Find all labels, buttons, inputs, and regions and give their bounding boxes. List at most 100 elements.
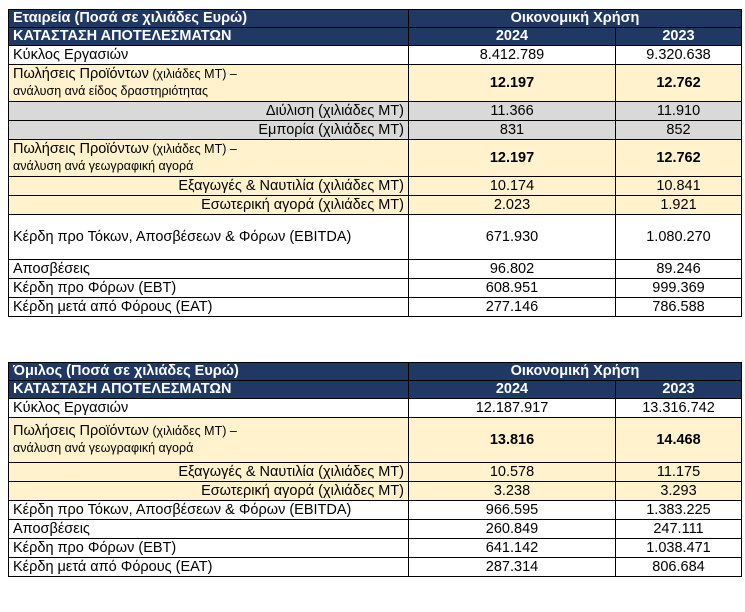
value-2024: 12.197 bbox=[408, 139, 616, 177]
group-row-depreciation: Αποσβέσεις 260.849 247.111 bbox=[8, 519, 742, 539]
row-label-unit: (χιλιάδες ΜΤ) – bbox=[148, 424, 237, 438]
row-label: Αποσβέσεις bbox=[8, 259, 409, 279]
value-2023: 1.383.225 bbox=[615, 500, 742, 520]
row-label: Εξαγωγές & Ναυτιλία (χιλιάδες ΜΤ) bbox=[8, 462, 409, 482]
value-2023: 806.684 bbox=[615, 557, 742, 577]
row-label-unit: (χιλιάδες ΜΤ) – bbox=[148, 142, 237, 156]
value-2023: 1.038.471 bbox=[615, 538, 742, 558]
row-label: Κέρδη μετά από Φόρους (EAT) bbox=[8, 297, 409, 317]
value-2023: 89.246 bbox=[615, 259, 742, 279]
row-label: Κέρδη προ Τόκων, Αποσβέσεων & Φόρων (EBI… bbox=[8, 500, 409, 520]
company-table-title: Εταιρεία (Ποσά σε χιλιάδες Ευρώ) bbox=[8, 9, 409, 28]
value-2024: 8.412.789 bbox=[408, 45, 616, 65]
value-2024: 12.197 bbox=[408, 64, 616, 102]
row-label-unit: (χιλιάδες ΜΤ) – bbox=[148, 67, 237, 81]
group-row-sales-by-geography: Πωλήσεις Προϊόντων (χιλιάδες ΜΤ) – ανάλυ… bbox=[8, 417, 742, 463]
value-2023: 999.369 bbox=[615, 278, 742, 298]
company-row-refining: Διύλιση (χιλιάδες ΜΤ) 11.366 11.910 bbox=[8, 101, 742, 121]
row-label: Διύλιση (χιλιάδες ΜΤ) bbox=[8, 101, 409, 121]
group-row-domestic: Εσωτερική αγορά (χιλιάδες ΜΤ) 3.238 3.29… bbox=[8, 481, 742, 501]
row-label: Εμπορία (χιλιάδες ΜΤ) bbox=[8, 120, 409, 140]
value-2023: 9.320.638 bbox=[615, 45, 742, 65]
value-2023: 3.293 bbox=[615, 481, 742, 501]
row-label-main: Πωλήσεις Προϊόντων bbox=[13, 423, 149, 439]
value-2024: 10.174 bbox=[408, 176, 616, 196]
value-2023: 11.175 bbox=[615, 462, 742, 482]
company-year-2023-heading: 2023 bbox=[615, 27, 742, 46]
value-2023: 13.316.742 bbox=[615, 398, 742, 418]
row-label-sub: ανάλυση ανά γεωγραφική αγορά bbox=[13, 441, 194, 455]
value-2024: 966.595 bbox=[408, 500, 616, 520]
value-2024: 277.146 bbox=[408, 297, 616, 317]
group-row-turnover: Κύκλος Εργασιών 12.187.917 13.316.742 bbox=[8, 398, 742, 418]
company-income-table: Εταιρεία (Ποσά σε χιλιάδες Ευρώ) Οικονομ… bbox=[8, 9, 742, 317]
company-header-row-2: ΚΑΤΑΣΤΑΣΗ ΑΠΟΤΕΛΕΣΜΑΤΩΝ 2024 2023 bbox=[8, 27, 742, 46]
value-2023: 12.762 bbox=[615, 139, 742, 177]
company-row-ebitda: Κέρδη προ Τόκων, Αποσβέσεων & Φόρων (EBI… bbox=[8, 214, 742, 260]
value-2023: 11.910 bbox=[615, 101, 742, 121]
value-2024: 641.142 bbox=[408, 538, 616, 558]
row-label-main: Πωλήσεις Προϊόντων bbox=[13, 141, 149, 157]
value-2024: 2.023 bbox=[408, 195, 616, 215]
value-2023: 12.762 bbox=[615, 64, 742, 102]
company-row-depreciation: Αποσβέσεις 96.802 89.246 bbox=[8, 259, 742, 279]
row-label: Πωλήσεις Προϊόντων (χιλιάδες ΜΤ) – ανάλυ… bbox=[8, 64, 409, 102]
row-label: Αποσβέσεις bbox=[8, 519, 409, 539]
company-fiscal-year-heading: Οικονομική Χρήση bbox=[408, 9, 742, 28]
value-2024: 260.849 bbox=[408, 519, 616, 539]
company-row-sales-by-activity: Πωλήσεις Προϊόντων (χιλιάδες ΜΤ) – ανάλυ… bbox=[8, 64, 742, 102]
group-row-ebitda: Κέρδη προ Τόκων, Αποσβέσεων & Φόρων (EBI… bbox=[8, 500, 742, 520]
group-row-ebt: Κέρδη προ Φόρων (EBT) 641.142 1.038.471 bbox=[8, 538, 742, 558]
row-label: Εξαγωγές & Ναυτιλία (χιλιάδες ΜΤ) bbox=[8, 176, 409, 196]
company-row-eat: Κέρδη μετά από Φόρους (EAT) 277.146 786.… bbox=[8, 297, 742, 317]
company-row-sales-by-geography: Πωλήσεις Προϊόντων (χιλιάδες ΜΤ) – ανάλυ… bbox=[8, 139, 742, 177]
value-2024: 10.578 bbox=[408, 462, 616, 482]
row-label: Κύκλος Εργασιών bbox=[8, 45, 409, 65]
row-label: Πωλήσεις Προϊόντων (χιλιάδες ΜΤ) – ανάλυ… bbox=[8, 139, 409, 177]
company-row-exports: Εξαγωγές & Ναυτιλία (χιλιάδες ΜΤ) 10.174… bbox=[8, 176, 742, 196]
value-2023: 247.111 bbox=[615, 519, 742, 539]
group-header-row-2: ΚΑΤΑΣΤΑΣΗ ΑΠΟΤΕΛΕΣΜΑΤΩΝ 2024 2023 bbox=[8, 380, 742, 399]
company-row-turnover: Κύκλος Εργασιών 8.412.789 9.320.638 bbox=[8, 45, 742, 65]
value-2023: 10.841 bbox=[615, 176, 742, 196]
row-label: Κέρδη προ Φόρων (EBT) bbox=[8, 278, 409, 298]
row-label-main: Πωλήσεις Προϊόντων bbox=[13, 66, 149, 82]
company-header-row-1: Εταιρεία (Ποσά σε χιλιάδες Ευρώ) Οικονομ… bbox=[8, 9, 742, 28]
value-2024: 287.314 bbox=[408, 557, 616, 577]
value-2024: 13.816 bbox=[408, 417, 616, 463]
company-statement-heading: ΚΑΤΑΣΤΑΣΗ ΑΠΟΤΕΛΕΣΜΑΤΩΝ bbox=[8, 27, 409, 46]
value-2023: 852 bbox=[615, 120, 742, 140]
value-2023: 1.921 bbox=[615, 195, 742, 215]
group-table-title: Όμιλος (Ποσά σε χιλιάδες Ευρώ) bbox=[8, 362, 409, 381]
company-row-ebt: Κέρδη προ Φόρων (EBT) 608.951 999.369 bbox=[8, 278, 742, 298]
row-label: Κέρδη προ Τόκων, Αποσβέσεων & Φόρων (EBI… bbox=[8, 214, 409, 260]
row-label-sub: ανάλυση ανά είδος δραστηριότητας bbox=[13, 84, 209, 98]
group-statement-heading: ΚΑΤΑΣΤΑΣΗ ΑΠΟΤΕΛΕΣΜΑΤΩΝ bbox=[8, 380, 409, 399]
group-row-exports: Εξαγωγές & Ναυτιλία (χιλιάδες ΜΤ) 10.578… bbox=[8, 462, 742, 482]
row-label: Εσωτερική αγορά (χιλιάδες ΜΤ) bbox=[8, 195, 409, 215]
value-2024: 12.187.917 bbox=[408, 398, 616, 418]
row-label-sub: ανάλυση ανά γεωγραφική αγορά bbox=[13, 159, 194, 173]
group-year-2024-heading: 2024 bbox=[408, 380, 616, 399]
group-income-table: Όμιλος (Ποσά σε χιλιάδες Ευρώ) Οικονομικ… bbox=[8, 362, 742, 577]
value-2023: 14.468 bbox=[615, 417, 742, 463]
group-row-eat: Κέρδη μετά από Φόρους (EAT) 287.314 806.… bbox=[8, 557, 742, 577]
value-2024: 96.802 bbox=[408, 259, 616, 279]
value-2023: 786.588 bbox=[615, 297, 742, 317]
value-2024: 11.366 bbox=[408, 101, 616, 121]
value-2024: 3.238 bbox=[408, 481, 616, 501]
company-row-trading: Εμπορία (χιλιάδες ΜΤ) 831 852 bbox=[8, 120, 742, 140]
company-year-2024-heading: 2024 bbox=[408, 27, 616, 46]
value-2023: 1.080.270 bbox=[615, 214, 742, 260]
value-2024: 671.930 bbox=[408, 214, 616, 260]
row-label: Εσωτερική αγορά (χιλιάδες ΜΤ) bbox=[8, 481, 409, 501]
row-label: Κέρδη προ Φόρων (EBT) bbox=[8, 538, 409, 558]
group-fiscal-year-heading: Οικονομική Χρήση bbox=[408, 362, 742, 381]
company-row-domestic: Εσωτερική αγορά (χιλιάδες ΜΤ) 2.023 1.92… bbox=[8, 195, 742, 215]
value-2024: 608.951 bbox=[408, 278, 616, 298]
value-2024: 831 bbox=[408, 120, 616, 140]
row-label: Πωλήσεις Προϊόντων (χιλιάδες ΜΤ) – ανάλυ… bbox=[8, 417, 409, 463]
group-header-row-1: Όμιλος (Ποσά σε χιλιάδες Ευρώ) Οικονομικ… bbox=[8, 362, 742, 381]
row-label: Κύκλος Εργασιών bbox=[8, 398, 409, 418]
group-year-2023-heading: 2023 bbox=[615, 380, 742, 399]
